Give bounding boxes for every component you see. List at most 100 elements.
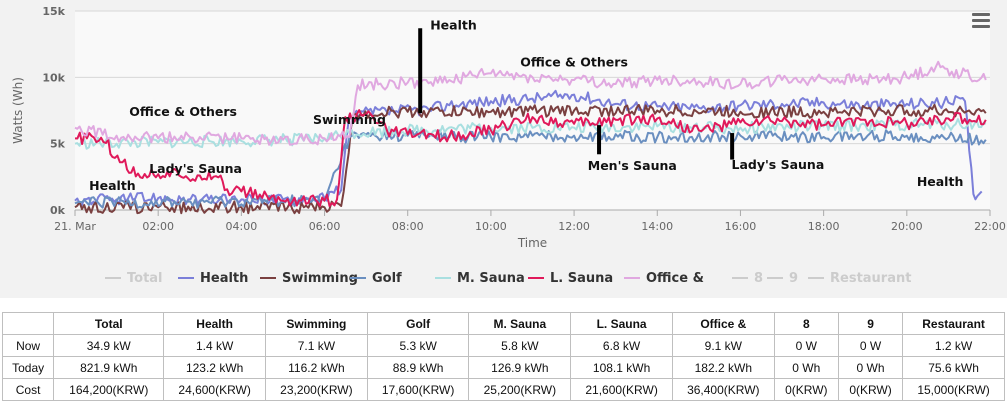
table-cell: 36,400(KRW) (671, 378, 775, 401)
chart-area: 0k 5k 10k 15k 21. Mar 02:00 04:00 06:00 08:00 10:… (0, 0, 1007, 298)
x-tick-label: 02:00 (142, 220, 174, 233)
x-tick-label: 04:00 (226, 220, 258, 233)
column-header: Restaurant (902, 312, 1005, 335)
chart-annotation: Men's Sauna (588, 158, 677, 173)
legend-item[interactable]: Restaurant (808, 271, 911, 286)
column-header (1, 312, 55, 335)
column-header: Swimming (265, 312, 368, 335)
series-line-l-sauna (74, 109, 987, 207)
legend-label: Health (200, 271, 248, 286)
table-cell: 821.9 kWh (53, 356, 165, 379)
menu-icon[interactable] (968, 10, 994, 34)
column-header: M. Sauna (468, 312, 572, 335)
chart-annotation: Lady's Sauna (731, 157, 824, 172)
table-cell: 7.1 kW (265, 334, 368, 357)
summary-table: Total Health Swimming Golf M. Sauna L. Sauna O… (1, 312, 1005, 401)
table-cell: 126.9 kWh (468, 356, 572, 379)
x-tick-label: 06:00 (309, 220, 341, 233)
table-cell: 15,000(KRW) (902, 378, 1005, 401)
table-cell: 24,600(KRW) (163, 378, 267, 401)
row-label: Now (1, 334, 55, 357)
column-header: 9 (837, 312, 904, 335)
line-chart: 0k 5k 10k 15k 21. Mar 02:00 04:00 06:00 08:00 10:… (11, 5, 1006, 286)
table-cell: 17,600(KRW) (366, 378, 470, 401)
menu-bar (972, 13, 990, 16)
table-cell: 5.3 kW (366, 334, 470, 357)
y-tick-label: 0k (50, 204, 66, 217)
legend-label: Office & (646, 271, 704, 286)
table-cell: 23,200(KRW) (265, 378, 368, 401)
legend-item[interactable]: L. Sauna (528, 271, 613, 286)
table-cell: 75.6 kWh (902, 356, 1005, 379)
table-cell: 88.9 kWh (366, 356, 470, 379)
chart-annotation: Health (917, 174, 964, 189)
table-body: Now 34.9 kW 1.4 kW 7.1 kW 5.3 kW 5.8 kW 6.8 kW… (1, 334, 1005, 401)
table-cell: 1.2 kW (902, 334, 1005, 357)
table-header-row: Total Health Swimming Golf M. Sauna L. Sauna O… (1, 312, 1005, 335)
table-cell: 0 Wh (773, 356, 839, 379)
legend-item[interactable]: 9 (767, 271, 798, 286)
legend-item[interactable]: Total (105, 271, 163, 286)
legend-item[interactable]: Health (178, 271, 248, 286)
legend-label: M. Sauna (457, 271, 525, 286)
row-label: Cost (1, 378, 55, 401)
y-axis-title: Watts (Wh) (11, 77, 25, 144)
y-tick-label: 10k (42, 71, 65, 84)
legend-item[interactable]: Golf (350, 271, 402, 286)
series-line-golf (74, 129, 987, 209)
legend-label: Restaurant (830, 271, 911, 286)
legend-item[interactable]: Swimming (260, 271, 358, 286)
column-header: 8 (773, 312, 839, 335)
x-tick-label: 16:00 (725, 220, 757, 233)
column-header: Total (53, 312, 165, 335)
table-row: Cost 164,200(KRW) 24,600(KRW) 23,200(KRW) 17… (1, 378, 1005, 401)
legend-item[interactable]: 8 (732, 271, 763, 286)
series-line-office-others (74, 60, 987, 146)
chart-annotation: Health (89, 178, 136, 193)
table-cell: 5.8 kW (468, 334, 572, 357)
table-cell: 34.9 kW (53, 334, 165, 357)
chart-annotation: Office & Others (129, 104, 237, 119)
x-axis-title: Time (517, 236, 547, 250)
column-header: Health (163, 312, 267, 335)
x-tick-label: 18:00 (808, 220, 840, 233)
x-tick-label: 12:00 (558, 220, 590, 233)
chart-annotation: Lady's Sauna (149, 161, 242, 176)
legend-label: 8 (754, 271, 763, 286)
table-cell: 25,200(KRW) (468, 378, 572, 401)
series-line-swimming (74, 103, 987, 215)
column-header: Office & (671, 312, 775, 335)
table-cell: 182.2 kWh (671, 356, 775, 379)
table-cell: 116.2 kWh (265, 356, 368, 379)
table-cell: 123.2 kWh (163, 356, 267, 379)
table-cell: 9.1 kW (671, 334, 775, 357)
table-cell: 0(KRW) (837, 378, 904, 401)
x-tick-label: 08:00 (392, 220, 424, 233)
column-header: Golf (366, 312, 470, 335)
table-cell: 108.1 kWh (570, 356, 673, 379)
table-row: Today 821.9 kWh 123.2 kWh 116.2 kWh 88.9 kWh… (1, 356, 1005, 379)
chart-annotation: Office & Others (520, 55, 628, 70)
legend-label: L. Sauna (550, 271, 613, 286)
table-cell: 164,200(KRW) (53, 378, 165, 401)
row-label: Today (1, 356, 55, 379)
x-tick-label: 20:00 (891, 220, 923, 233)
y-tick-label: 15k (42, 5, 65, 18)
x-tick-label: 22:00 (974, 220, 1006, 233)
table-cell: 1.4 kW (163, 334, 267, 357)
chart-annotation: Health (430, 18, 477, 33)
x-tick-label: 10:00 (475, 220, 507, 233)
legend-item[interactable]: M. Sauna (435, 271, 525, 286)
table-cell: 6.8 kW (570, 334, 673, 357)
table-cell: 0(KRW) (773, 378, 839, 401)
y-tick-label: 5k (50, 138, 66, 151)
legend-label: Golf (372, 271, 402, 286)
legend-item[interactable]: Office & (624, 271, 704, 286)
table-row: Now 34.9 kW 1.4 kW 7.1 kW 5.3 kW 5.8 kW 6.8 kW… (1, 334, 1005, 357)
chart-annotation: Swimming (313, 112, 386, 127)
legend-label: 9 (789, 271, 798, 286)
x-tick-label: 21. Mar (54, 220, 96, 233)
legend-label: Swimming (282, 271, 358, 286)
menu-bar (972, 19, 990, 22)
legend-label: Total (127, 271, 163, 286)
